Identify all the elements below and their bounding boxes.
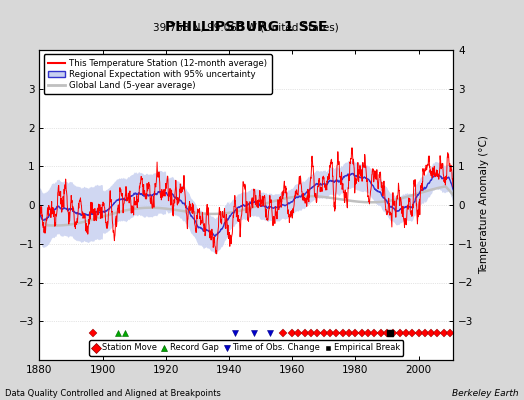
Y-axis label: Temperature Anomaly (°C): Temperature Anomaly (°C): [479, 136, 489, 274]
Text: 39.758 N, 99.060 W (United States): 39.758 N, 99.060 W (United States): [154, 23, 339, 33]
Text: Berkeley Earth: Berkeley Earth: [452, 389, 519, 398]
Text: Data Quality Controlled and Aligned at Breakpoints: Data Quality Controlled and Aligned at B…: [5, 389, 221, 398]
Title: PHILLIPSBURG 1 SSE: PHILLIPSBURG 1 SSE: [165, 20, 328, 34]
Legend: Station Move, Record Gap, Time of Obs. Change, Empirical Break: Station Move, Record Gap, Time of Obs. C…: [90, 340, 403, 356]
